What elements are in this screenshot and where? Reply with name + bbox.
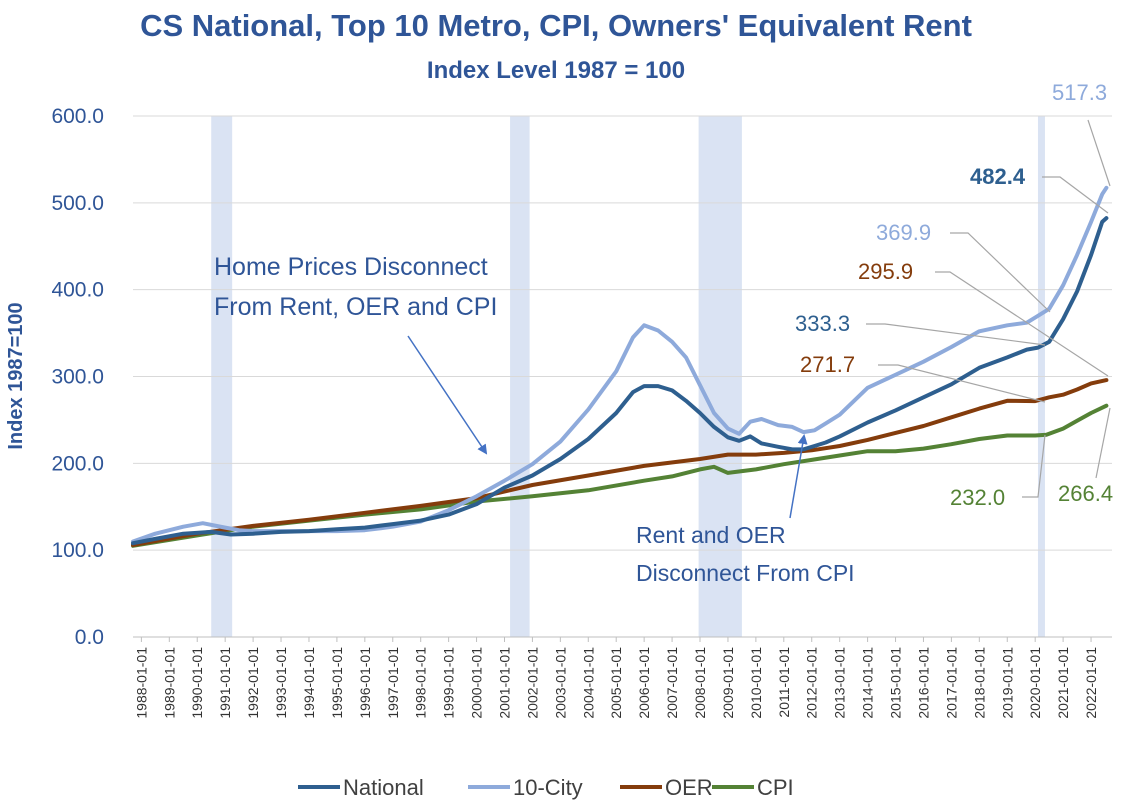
legend-label-cpi: CPI xyxy=(757,775,794,800)
y-gridlines xyxy=(133,115,1112,551)
x-tick-labels: 1988-01-01 1989-01-01 1990-01-01 1991-01-01… xyxy=(133,637,1099,719)
x-tick-label: 1996-01-01 xyxy=(357,647,373,719)
annotation-home-prices-line1: Home Prices Disconnect xyxy=(214,253,488,281)
legend-label-10city: 10-City xyxy=(513,775,583,800)
data-label-oer-latest: 295.9 xyxy=(858,259,913,284)
x-tick-label: 2005-01-01 xyxy=(608,647,624,719)
x-tick-label: 2003-01-01 xyxy=(552,647,568,719)
x-tick-label: 2001-01-01 xyxy=(496,647,512,719)
leader-482 xyxy=(1042,176,1109,214)
legend-label-oer: OER xyxy=(665,775,713,800)
series-lines xyxy=(131,185,1109,548)
y-axis-label: Index 1987=100 xyxy=(5,302,27,449)
x-tick-label: 1989-01-01 xyxy=(161,647,177,719)
y-tick-label: 300.0 xyxy=(51,366,104,389)
series-line-oer xyxy=(131,378,1109,547)
x-tick-label: 2007-01-01 xyxy=(664,647,680,719)
x-tick-label: 1988-01-01 xyxy=(133,647,149,719)
series-line-cpi xyxy=(131,403,1109,548)
x-tick-label: 2011-01-01 xyxy=(776,647,792,718)
x-tick-label: 2021-01-01 xyxy=(1055,647,1071,719)
x-tick-label: 1991-01-01 xyxy=(217,647,233,719)
annotation-home-prices-arrow xyxy=(407,335,488,455)
x-tick-label: 1998-01-01 xyxy=(413,647,429,719)
leader-517 xyxy=(1087,119,1111,187)
data-label-oer-2020: 271.7 xyxy=(800,352,855,377)
chart-subtitle: Index Level 1987 = 100 xyxy=(427,57,685,84)
x-tick-label: 2014-01-01 xyxy=(860,647,876,719)
data-label-10city-latest: 517.3 xyxy=(1052,80,1107,105)
data-label-national-2020: 333.3 xyxy=(795,311,850,336)
x-tick-label: 1994-01-01 xyxy=(301,647,317,719)
x-tick-label: 2020-01-01 xyxy=(1027,647,1043,719)
annotation-rent-oer-line2: Disconnect From CPI xyxy=(636,560,855,586)
y-tick-label: 400.0 xyxy=(51,279,104,302)
x-tick-label: 2018-01-01 xyxy=(971,647,987,719)
x-tick-label: 2016-01-01 xyxy=(915,647,931,719)
y-tick-label: 100.0 xyxy=(51,539,104,562)
x-tick-label: 2015-01-01 xyxy=(888,647,904,719)
leader-369 xyxy=(950,232,1051,313)
x-tick-label: 2012-01-01 xyxy=(804,647,820,719)
leader-232 xyxy=(1022,434,1046,498)
x-tick-label: 1992-01-01 xyxy=(245,647,261,719)
x-tick-label: 1995-01-01 xyxy=(329,647,345,719)
x-tick-label: 1997-01-01 xyxy=(385,647,401,719)
annotation-rent-oer-line1: Rent and OER xyxy=(636,522,786,548)
y-tick-labels: 0.0 100.0 200.0 300.0 400.0 500.0 600.0 xyxy=(51,105,104,649)
y-tick-label: 600.0 xyxy=(51,105,104,128)
data-label-national-latest: 482.4 xyxy=(970,164,1026,189)
legend: National 10-City OER CPI xyxy=(298,775,794,800)
annotation-home-prices-line2: From Rent, OER and CPI xyxy=(214,293,497,321)
x-tick-label: 2008-01-01 xyxy=(692,647,708,719)
annotation-rent-oer-arrow xyxy=(789,434,808,519)
x-tick-label: 2009-01-01 xyxy=(720,647,736,719)
x-tick-label: 1993-01-01 xyxy=(273,647,289,719)
chart-title: CS National, Top 10 Metro, CPI, Owners' … xyxy=(140,8,972,43)
y-tick-label: 200.0 xyxy=(51,452,104,475)
leader-271 xyxy=(878,364,1046,403)
x-tick-label: 2004-01-01 xyxy=(580,647,596,719)
label-leader-lines xyxy=(866,119,1111,498)
data-label-10city-2020: 369.9 xyxy=(876,220,931,245)
x-tick-label: 2013-01-01 xyxy=(832,647,848,719)
x-tick-label: 2017-01-01 xyxy=(943,647,959,719)
leader-333 xyxy=(866,323,1046,346)
y-tick-label: 0.0 xyxy=(75,626,104,649)
legend-label-national: National xyxy=(343,775,424,800)
x-tick-label: 2022-01-01 xyxy=(1083,647,1099,719)
x-tick-label: 1990-01-01 xyxy=(189,647,205,719)
x-tick-label: 2010-01-01 xyxy=(748,647,764,719)
x-tick-label: 2019-01-01 xyxy=(999,647,1015,719)
x-tick-label: 2002-01-01 xyxy=(524,647,540,719)
data-label-cpi-2020: 232.0 xyxy=(950,485,1005,510)
series-line-national xyxy=(131,216,1109,546)
y-tick-label: 500.0 xyxy=(51,192,104,215)
x-tick-label: 1999-01-01 xyxy=(441,647,457,719)
leader-266 xyxy=(1095,407,1111,479)
leader-295 xyxy=(935,271,1109,377)
x-tick-label: 2006-01-01 xyxy=(636,647,652,719)
x-tick-label: 2000-01-01 xyxy=(469,647,485,719)
data-label-cpi-latest: 266.4 xyxy=(1058,481,1113,506)
